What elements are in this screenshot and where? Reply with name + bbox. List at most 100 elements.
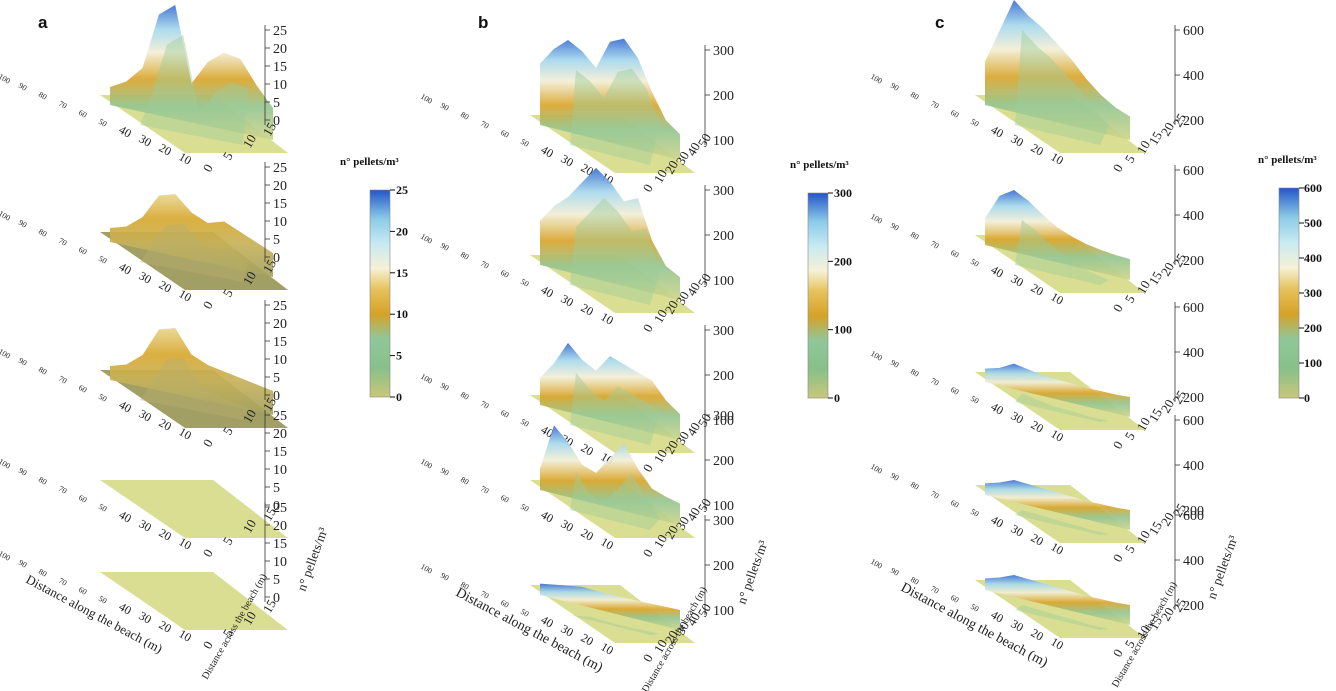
x-tick-label: 100 xyxy=(869,349,884,363)
y-tick-label: 15 xyxy=(1146,519,1165,538)
x-tick-label: 50 xyxy=(969,117,980,129)
z-tick-label: 0 xyxy=(273,591,280,606)
x-tick-label: 80 xyxy=(37,227,48,239)
y-tick-label: 5 xyxy=(1122,292,1138,305)
surface-floor xyxy=(100,572,288,630)
surface-relief xyxy=(540,342,680,440)
x-tick-label: 100 xyxy=(419,92,434,106)
colorbar-tick-label: 5 xyxy=(396,349,402,363)
x-tick-label: 70 xyxy=(479,589,490,601)
z-tick-label: 100 xyxy=(713,604,734,619)
x-tick-label: 70 xyxy=(929,584,940,596)
y-tick-label: 10 xyxy=(651,307,670,326)
z-tick-label: 600 xyxy=(1183,164,1204,179)
z-tick-label: 15 xyxy=(273,445,287,460)
y-tick-label: 5 xyxy=(1122,542,1138,555)
x-tick-label: 30 xyxy=(1009,408,1026,426)
y-tick-label: 15 xyxy=(260,257,279,276)
surface-shade xyxy=(570,472,660,530)
z-tick-label: 25 xyxy=(273,161,287,176)
x-tick-label: 60 xyxy=(499,598,510,610)
z-tick-label: 0 xyxy=(273,251,280,266)
x-tick-label: 100 xyxy=(0,549,12,563)
y-tick-label: 30 xyxy=(673,619,692,638)
y-tick-label: 50 xyxy=(695,496,714,515)
x-tick-label: 40 xyxy=(117,599,134,617)
z-tick-label: 100 xyxy=(713,499,734,514)
x-tick-label: 20 xyxy=(1029,140,1046,158)
x-tick-label: 30 xyxy=(559,621,576,639)
surface-shade xyxy=(140,35,249,145)
surface-relief xyxy=(540,583,680,630)
x-tick-label: 100 xyxy=(869,462,884,476)
x-tick-label: 90 xyxy=(889,358,900,370)
x-tick-label: 80 xyxy=(37,567,48,579)
colorbar-title: n° pellets/m³ xyxy=(1258,154,1317,166)
surface-relief xyxy=(540,38,680,161)
x-tick-label: 60 xyxy=(77,383,88,395)
y-tick-label: 20 xyxy=(1158,120,1177,139)
x-tick-label: 60 xyxy=(949,593,960,605)
x-tick-label: 60 xyxy=(499,268,510,280)
x-tick-label: 60 xyxy=(499,128,510,140)
y-tick-label: 30 xyxy=(673,289,692,308)
y-tick-label: 15 xyxy=(260,120,279,139)
z-tick-label: 200 xyxy=(1183,391,1204,406)
y-tick-label: 20 xyxy=(1158,397,1177,416)
z-tick-label: 600 xyxy=(1183,509,1204,524)
x-tick-label: 80 xyxy=(37,475,48,487)
z-tick-label: 400 xyxy=(1183,459,1204,474)
y-tick-label: 15 xyxy=(260,505,279,524)
x-tick-label: 80 xyxy=(459,475,470,487)
x-tick-label: 80 xyxy=(37,90,48,102)
z-tick-label: 10 xyxy=(273,463,287,478)
x-tick-label: 20 xyxy=(579,630,596,648)
x-tick-label: 40 xyxy=(117,259,134,277)
surface-floor xyxy=(100,480,288,538)
y-tick-label: 0 xyxy=(1110,551,1126,564)
z-tick-label: 20 xyxy=(273,519,287,534)
colorbar-title: n° pellets/m³ xyxy=(790,159,849,171)
surface-shade xyxy=(1015,30,1109,145)
x-tick-label: 100 xyxy=(869,72,884,86)
surface-relief xyxy=(985,0,1130,140)
colorbar-tick-label: 0 xyxy=(1304,391,1310,405)
y-tick-label: 0 xyxy=(200,638,216,651)
surface-row-3: 1002003000102030405010203040506070809010… xyxy=(419,324,734,475)
colorbar-tick-label: 600 xyxy=(1304,181,1322,195)
x-tick-label: 90 xyxy=(439,101,450,113)
x-tick-label: 100 xyxy=(419,232,434,246)
y-tick-label: 10 xyxy=(651,167,670,186)
z-tick-label: 300 xyxy=(713,514,734,529)
x-tick-label: 80 xyxy=(909,90,920,102)
z-tick-label: 20 xyxy=(273,317,287,332)
z-tick-label: 100 xyxy=(713,414,734,429)
z-tick-label: 25 xyxy=(273,299,287,314)
colorbar-tick-label: 0 xyxy=(396,390,402,404)
x-tick-label: 30 xyxy=(559,151,576,169)
x-tick-label: 10 xyxy=(599,309,616,327)
x-tick-label: 100 xyxy=(419,457,434,471)
y-tick-label: 20 xyxy=(662,628,681,647)
y-tick-label: 10 xyxy=(651,532,670,551)
colorbar-tick-label: 20 xyxy=(396,224,408,238)
x-tick-label: 30 xyxy=(137,131,154,149)
surface-shade xyxy=(140,358,249,420)
z-axis-title: n° pellets/m³ xyxy=(734,538,771,606)
y-tick-label: 10 xyxy=(1134,528,1153,547)
z-tick-label: 200 xyxy=(713,369,734,384)
x-tick-label: 20 xyxy=(1029,280,1046,298)
colorbar-tick-label: 200 xyxy=(1304,321,1322,335)
y-tick-label: 40 xyxy=(684,505,703,524)
z-tick-label: 5 xyxy=(273,573,280,588)
panel-letter: a xyxy=(38,13,48,32)
x-tick-label: 50 xyxy=(969,394,980,406)
x-tick-label: 50 xyxy=(519,277,530,289)
y-tick-label: 25 xyxy=(1170,251,1189,270)
x-tick-label: 90 xyxy=(17,558,28,570)
z-tick-label: 15 xyxy=(273,197,287,212)
